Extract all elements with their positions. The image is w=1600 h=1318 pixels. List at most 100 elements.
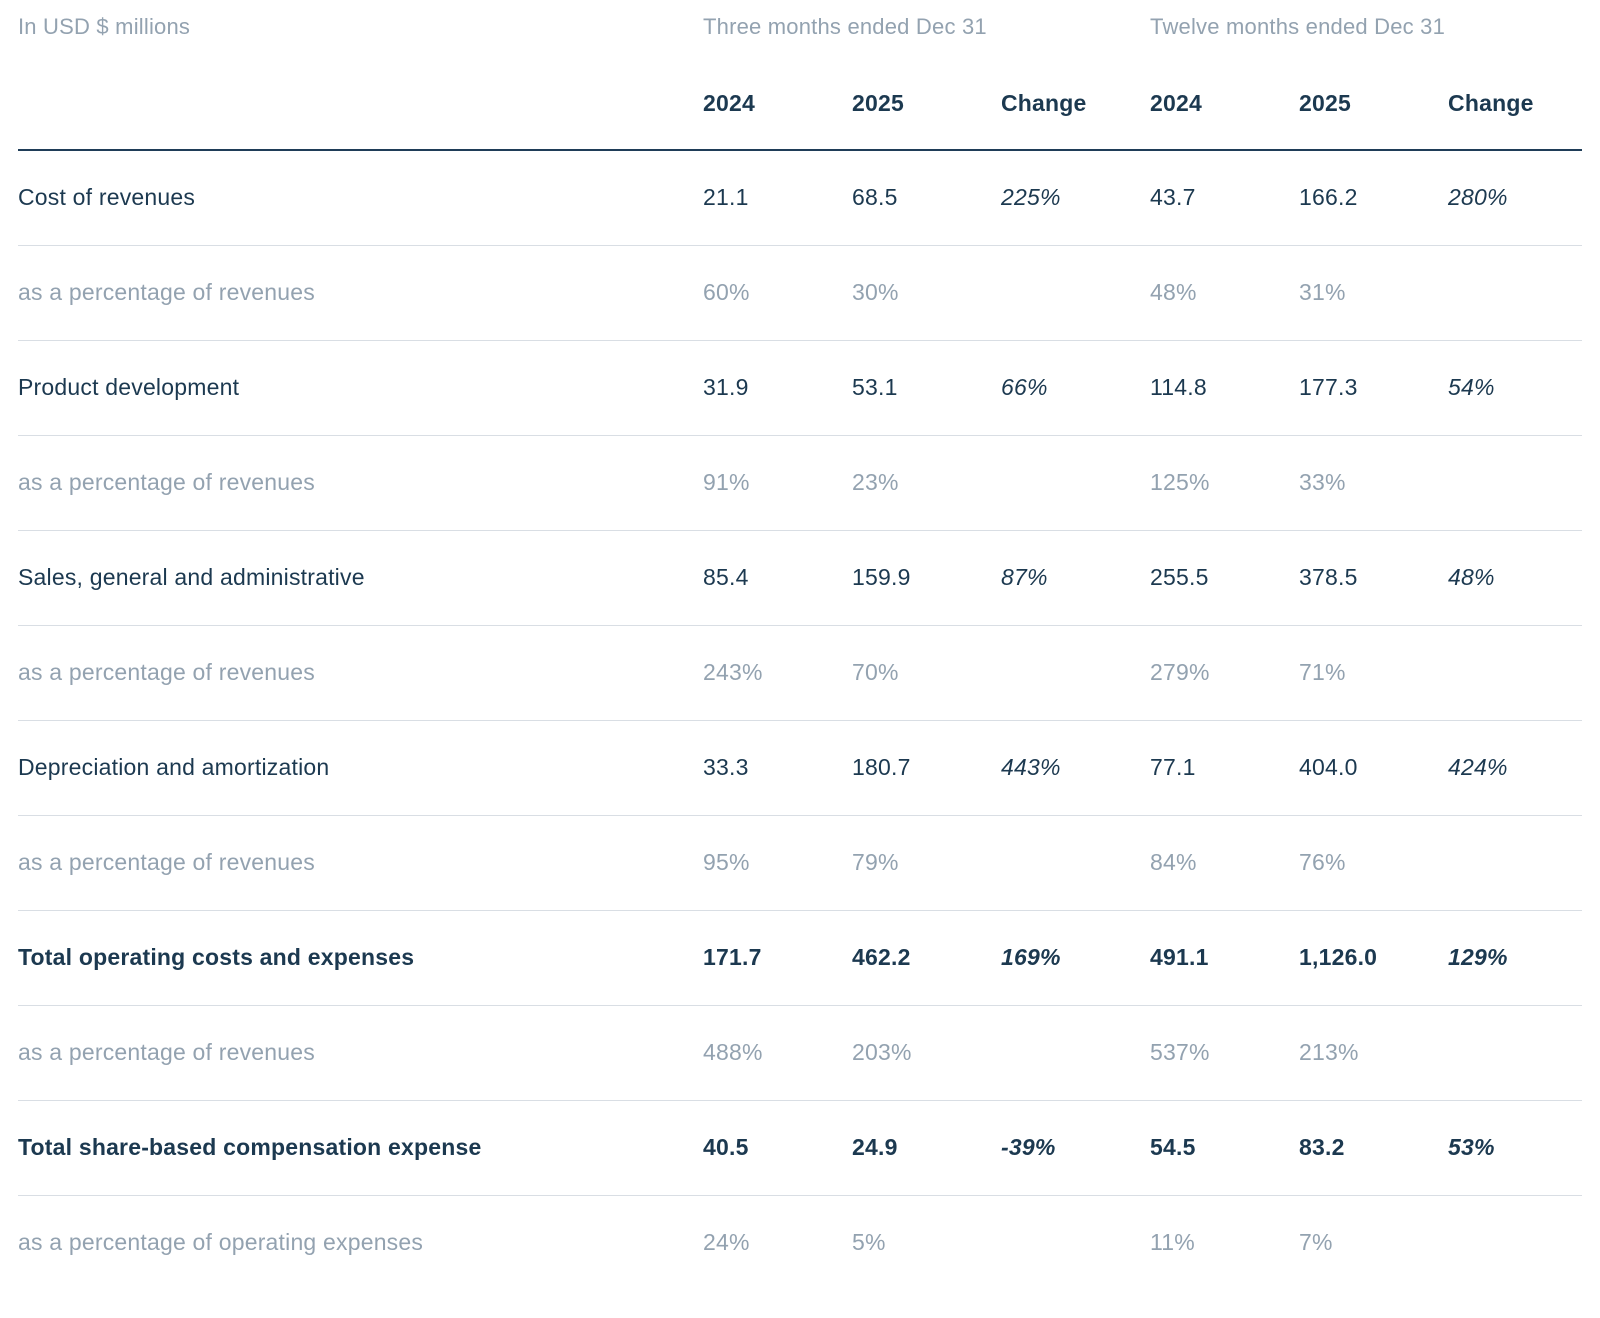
table-row: Depreciation and amortization 33.3 180.7 44… [18, 720, 1583, 816]
metric-value: 488% [703, 1005, 852, 1101]
change-value [1001, 625, 1151, 721]
group-header-row: In USD $ millions Three months ended Dec… [18, 0, 1582, 58]
row-label: as a percentage of revenues [18, 245, 703, 341]
change-value: -39% [1001, 1100, 1151, 1196]
change-value [1448, 435, 1583, 531]
metric-value: 279% [1150, 625, 1300, 721]
column-header-q-2025: 2025 [852, 58, 1001, 151]
metric-value: 1,126.0 [1299, 910, 1449, 1006]
metric-value: 85.4 [703, 530, 852, 626]
column-header-q-change: Change [1001, 58, 1151, 151]
metric-value: 71% [1299, 625, 1449, 721]
change-value: 48% [1448, 530, 1583, 626]
change-value [1448, 815, 1583, 911]
metric-value: 77.1 [1150, 720, 1300, 816]
metric-value: 177.3 [1299, 340, 1449, 436]
change-value [1001, 815, 1151, 911]
change-value [1448, 1005, 1583, 1101]
change-value [1448, 1195, 1582, 1290]
metric-value: 5% [852, 1229, 886, 1256]
change-value [1448, 625, 1583, 721]
change-value: 424% [1448, 720, 1583, 816]
metric-value: 53.1 [852, 340, 1001, 436]
metric-value: 84% [1150, 815, 1300, 911]
change-value: 280% [1448, 150, 1583, 246]
financial-costs-table: In USD $ millions Three months ended Dec… [18, 0, 1583, 1290]
table-body: Cost of revenues 21.1 68.5 225% 43.7 166.2 280… [18, 150, 1583, 1290]
metric-value: 180.7 [852, 720, 1001, 816]
table-row: as a percentage of revenues 95% 79% 84% 76% [18, 815, 1583, 911]
metric-value: 125% [1150, 435, 1300, 531]
table-row: Total share-based compensation expense 40… [18, 1100, 1583, 1196]
metric-value: 60% [703, 245, 852, 341]
metric-value: 21.1 [703, 150, 852, 246]
column-header-y-change: Change [1448, 58, 1583, 151]
row-label: as a percentage of revenues [18, 1005, 703, 1101]
row-label: Total share-based compensation expense [18, 1100, 703, 1196]
table-row: Sales, general and administrative 85.4 159… [18, 530, 1583, 626]
metric-value: 95% [703, 815, 852, 911]
table-row: as a percentage of operating expenses 24%… [18, 1195, 1582, 1290]
column-header-row: 2024 2025 Change 2024 2025 Change [18, 58, 1583, 151]
metric-value: 404.0 [1299, 720, 1449, 816]
change-value: 169% [1001, 910, 1151, 1006]
row-label: as a percentage of revenues [18, 435, 703, 531]
metric-value: 23% [852, 435, 1001, 531]
row-label: as a percentage of operating expenses [18, 1229, 424, 1256]
metric-value: 33.3 [703, 720, 852, 816]
table-row: Total operating costs and expenses 171.7 4… [18, 910, 1583, 1006]
table-row: as a percentage of revenues 60% 30% 48% 31% [18, 245, 1583, 341]
change-value: 129% [1448, 910, 1583, 1006]
table-row: Cost of revenues 21.1 68.5 225% 43.7 166.2 280… [18, 150, 1583, 246]
table-row: as a percentage of revenues 91% 23% 125% 33% [18, 435, 1583, 531]
metric-value: 70% [852, 625, 1001, 721]
metric-value: 54.5 [1150, 1100, 1300, 1196]
metric-value: 243% [703, 625, 852, 721]
change-value [1001, 1195, 1150, 1290]
row-label: Product development [18, 340, 703, 436]
metric-value: 48% [1150, 245, 1300, 341]
metric-value: 79% [852, 815, 1001, 911]
metric-value: 159.9 [852, 530, 1001, 626]
change-value: 443% [1001, 720, 1151, 816]
change-value: 225% [1001, 150, 1151, 246]
column-header-q-2024: 2024 [703, 58, 852, 151]
metric-value: 68.5 [852, 150, 1001, 246]
table-row: Product development 31.9 53.1 66% 114.8 177.3… [18, 340, 1583, 436]
metric-value: 462.2 [852, 910, 1001, 1006]
metric-value: 491.1 [1150, 910, 1300, 1006]
metric-value: 33% [1299, 435, 1449, 531]
metric-value: 43.7 [1150, 150, 1300, 246]
metric-value: 76% [1299, 815, 1449, 911]
change-value: 66% [1001, 340, 1151, 436]
costs-expenses-table: In USD $ millions Three months ended Dec… [18, 0, 1583, 1290]
row-label: Total operating costs and expenses [18, 910, 703, 1006]
metric-value: 31.9 [703, 340, 852, 436]
table-row: as a percentage of revenues 243% 70% 279% 71… [18, 625, 1583, 721]
change-value: 87% [1001, 530, 1151, 626]
group-header-twelve-months: Twelve months ended Dec 31 [1150, 14, 1446, 39]
metric-value: 213% [1299, 1005, 1449, 1101]
group-header-three-months: Three months ended Dec 31 [703, 14, 987, 39]
change-value [1001, 1005, 1151, 1101]
metric-value: 7% [1299, 1229, 1333, 1256]
metric-value: 31% [1299, 245, 1449, 341]
metric-value: 203% [852, 1005, 1001, 1101]
metric-value: 378.5 [1299, 530, 1449, 626]
table-row: as a percentage of revenues 488% 203% 537% 2… [18, 1005, 1583, 1101]
row-label: Sales, general and administrative [18, 530, 703, 626]
change-value [1448, 245, 1583, 341]
metric-value: 40.5 [703, 1100, 852, 1196]
metric-value: 24% [703, 1229, 750, 1256]
row-label: as a percentage of revenues [18, 815, 703, 911]
change-value [1001, 245, 1151, 341]
metric-value: 83.2 [1299, 1100, 1449, 1196]
metric-value: 91% [703, 435, 852, 531]
metric-value: 30% [852, 245, 1001, 341]
row-label: Cost of revenues [18, 150, 703, 246]
column-header-spacer [18, 58, 703, 151]
change-value: 54% [1448, 340, 1583, 436]
column-header-y-2024: 2024 [1150, 58, 1300, 151]
metric-value: 166.2 [1299, 150, 1449, 246]
column-header-y-2025: 2025 [1299, 58, 1449, 151]
